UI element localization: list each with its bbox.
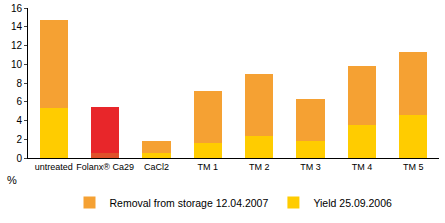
svg-text:0: 0 (16, 153, 22, 164)
svg-text:6: 6 (16, 96, 22, 107)
svg-text:Removal from storage 12.04.200: Removal from storage 12.04.2007 (110, 197, 269, 209)
svg-text:Yield 25.09.2006: Yield 25.09.2006 (313, 197, 392, 209)
svg-text:untreated: untreated (35, 162, 73, 172)
svg-text:TM 5: TM 5 (403, 162, 424, 172)
svg-text:TM 2: TM 2 (249, 162, 270, 172)
svg-text:12: 12 (11, 40, 23, 51)
svg-text:2: 2 (16, 134, 22, 145)
svg-text:8: 8 (16, 78, 22, 89)
svg-text:TM 3: TM 3 (300, 162, 321, 172)
svg-text:TM 1: TM 1 (198, 162, 219, 172)
svg-text:CaCl2: CaCl2 (144, 162, 169, 172)
svg-text:4: 4 (16, 115, 22, 126)
svg-text:%: % (7, 174, 17, 186)
svg-text:10: 10 (11, 59, 23, 70)
svg-text:Folanx® Ca29: Folanx® Ca29 (76, 162, 134, 172)
svg-text:TM 4: TM 4 (352, 162, 373, 172)
svg-text:14: 14 (11, 21, 23, 32)
svg-text:16: 16 (11, 3, 23, 14)
